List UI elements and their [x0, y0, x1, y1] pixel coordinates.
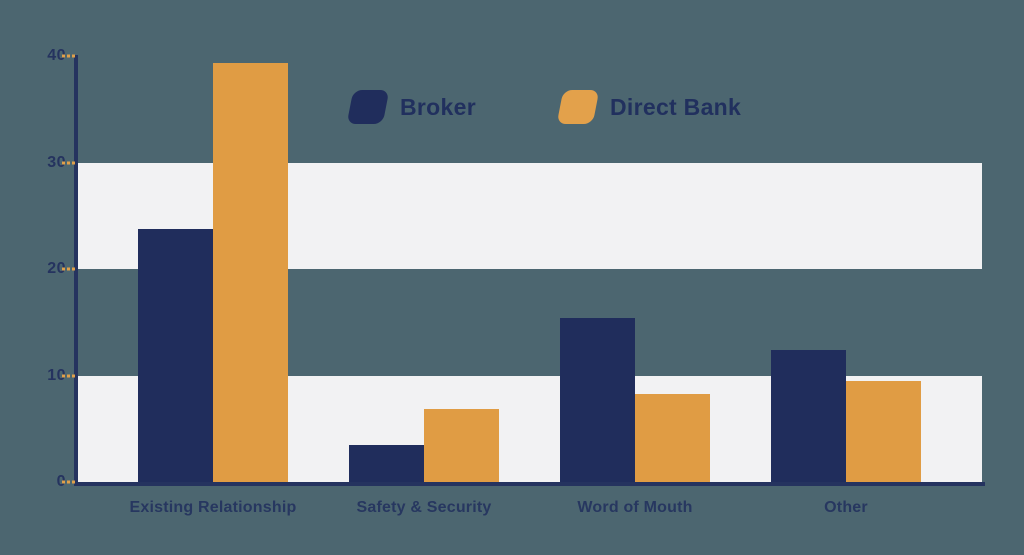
y-tick-label-20: 20 — [47, 260, 66, 277]
y-axis-line — [74, 55, 78, 484]
bar-broker-existing-relationship — [138, 228, 213, 482]
y-tick-dash-0 — [62, 480, 75, 484]
y-tick-label-40: 40 — [47, 47, 66, 64]
x-axis-label-word-of-mouth: Word of Mouth — [577, 499, 693, 516]
direct-bank-swatch-icon — [556, 90, 600, 124]
bar-direct-bank-other — [846, 380, 921, 482]
x-axis-label-safety-security: Safety & Security — [356, 499, 492, 516]
y-tick-label-30: 30 — [47, 153, 66, 171]
y-tick-dash-40 — [62, 54, 75, 58]
legend-label-direct-bank: Direct Bank — [610, 93, 742, 120]
y-tick-dash-20 — [62, 267, 75, 271]
y-tick-dash-30 — [62, 161, 75, 164]
bar-direct-bank-existing-relationship — [213, 63, 288, 482]
bar-direct-bank-safety-security — [424, 408, 499, 482]
broker-swatch-icon — [346, 90, 390, 124]
bar-broker-other — [771, 349, 846, 482]
x-axis-label-other: Other — [824, 499, 868, 516]
x-axis-label-existing-relationship: Existing Relationship — [129, 499, 297, 516]
legend-label-broker: Broker — [400, 93, 476, 120]
y-tick-label-0: 0 — [56, 473, 66, 490]
y-tick-dash-10 — [62, 374, 75, 377]
legend-item-direct-bank: Direct Bank — [556, 90, 742, 124]
bar-direct-bank-word-of-mouth — [635, 393, 710, 482]
bar-broker-word-of-mouth — [560, 317, 635, 482]
y-tick-label-10: 10 — [47, 366, 66, 384]
x-axis-line — [74, 482, 985, 486]
bar-broker-safety-security — [349, 444, 424, 482]
legend-item-broker: Broker — [346, 90, 476, 124]
